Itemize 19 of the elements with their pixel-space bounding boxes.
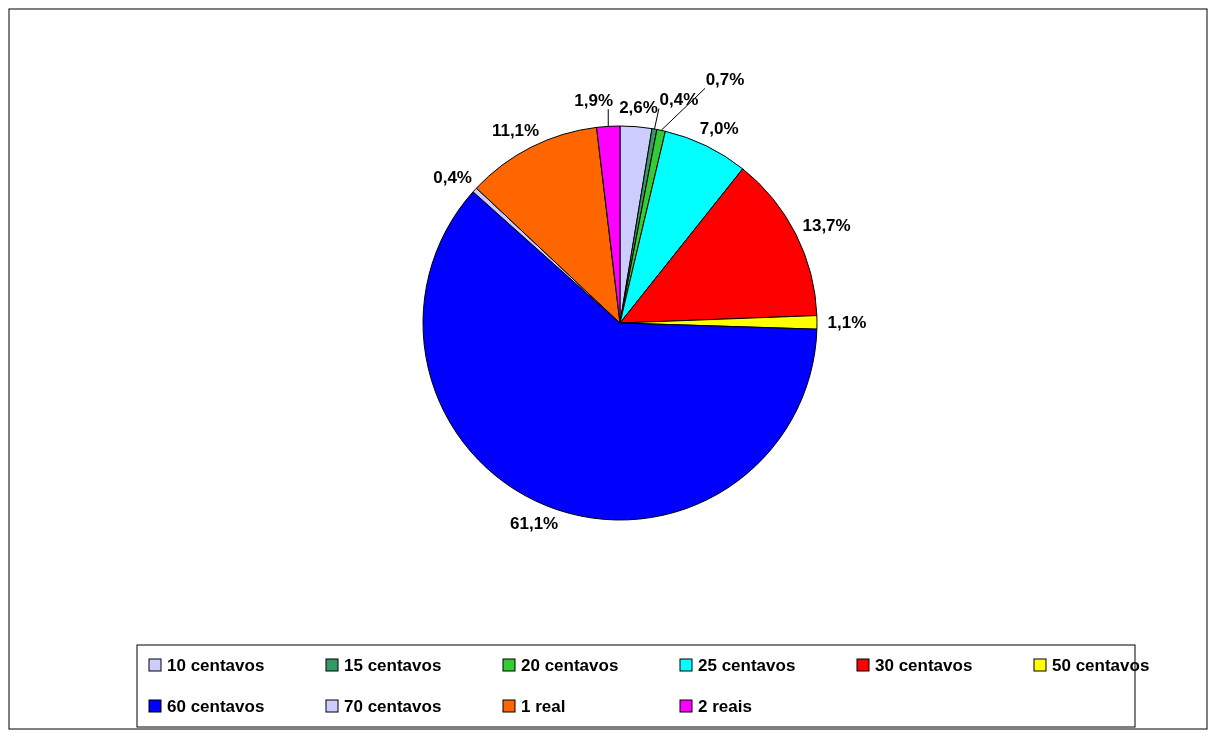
- data-label: 1,9%: [574, 90, 614, 110]
- data-label: 61,1%: [510, 514, 559, 534]
- legend-label: 1 real: [521, 696, 566, 716]
- legend-label: 2 reais: [698, 696, 752, 716]
- legend-label: 70 centavos: [344, 696, 442, 716]
- legend-label: 60 centavos: [167, 696, 265, 716]
- data-label: 13,7%: [802, 216, 851, 236]
- legend-label: 10 centavos: [167, 655, 265, 675]
- data-label: 0,7%: [705, 69, 745, 89]
- legend-label: 30 centavos: [875, 655, 973, 675]
- data-label: 11,1%: [491, 120, 540, 140]
- data-label: 0,4%: [433, 167, 472, 187]
- legend-label: 25 centavos: [698, 655, 796, 675]
- legend-label: 50 centavos: [1052, 655, 1150, 675]
- legend-label: 20 centavos: [521, 655, 619, 675]
- data-label: 2,6%: [619, 98, 658, 118]
- legend-label: 15 centavos: [344, 655, 442, 675]
- data-label: 7,0%: [699, 119, 739, 139]
- data-label: 1,1%: [827, 312, 867, 332]
